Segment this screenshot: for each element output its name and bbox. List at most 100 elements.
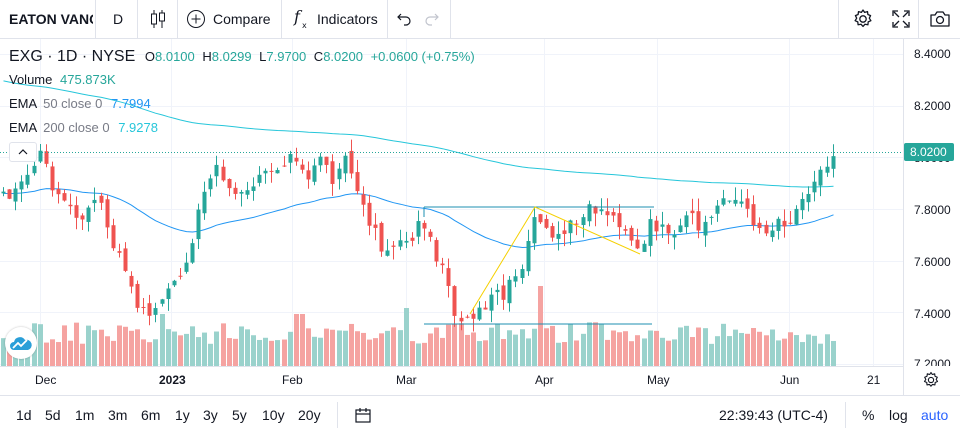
candle-body bbox=[788, 222, 793, 224]
volume-bar bbox=[318, 337, 323, 366]
volume-legend[interactable]: Volume 475.873K bbox=[9, 72, 116, 87]
candle-body bbox=[166, 288, 171, 299]
chart-area[interactable]: 8.4000 8.2000 8.0000 7.8000 7.6000 7.400… bbox=[0, 39, 960, 395]
ema200-legend[interactable]: EMA 200 close 0 7.9278 bbox=[9, 120, 158, 135]
range-5d[interactable]: 5d bbox=[45, 407, 61, 423]
volume-label: Volume bbox=[9, 72, 53, 87]
indicators-button[interactable]: f x Indicators bbox=[293, 0, 378, 38]
candle-body bbox=[751, 204, 756, 226]
volume-bar bbox=[117, 325, 122, 366]
price-axis[interactable]: 8.4000 8.2000 8.0000 7.8000 7.6000 7.400… bbox=[904, 39, 960, 366]
legend-collapse-button[interactable] bbox=[9, 142, 37, 162]
range-1m[interactable]: 1m bbox=[75, 407, 95, 423]
candle-body bbox=[806, 193, 811, 203]
volume-bar bbox=[275, 340, 280, 366]
volume-bar bbox=[385, 330, 390, 366]
volume-bar bbox=[227, 338, 232, 366]
volume-bar bbox=[269, 340, 274, 366]
candle-body bbox=[782, 220, 787, 227]
interval-button[interactable]: D bbox=[113, 11, 124, 27]
candle-body bbox=[434, 240, 439, 262]
toolbar-divider bbox=[281, 0, 282, 38]
candle-body bbox=[147, 303, 152, 316]
candle-body bbox=[483, 307, 488, 310]
candle-body bbox=[623, 229, 628, 231]
redo-button[interactable] bbox=[424, 0, 440, 38]
candle-body bbox=[50, 166, 55, 191]
candle-body bbox=[568, 220, 573, 234]
volume-bar bbox=[202, 332, 207, 366]
volume-bar bbox=[62, 325, 67, 366]
auto-toggle[interactable]: auto bbox=[921, 407, 949, 423]
candle-body bbox=[410, 237, 415, 241]
volume-bar bbox=[105, 336, 110, 366]
ema50-legend[interactable]: EMA 50 close 0 7.7994 bbox=[9, 96, 151, 111]
candles-icon bbox=[151, 10, 165, 28]
tradingview-logo[interactable] bbox=[5, 327, 37, 359]
range-3m[interactable]: 3m bbox=[108, 407, 128, 423]
snapshot-button[interactable] bbox=[929, 0, 951, 38]
candle-body bbox=[74, 205, 79, 218]
candle-body bbox=[812, 181, 817, 193]
svg-text:x: x bbox=[302, 21, 307, 30]
volume-bar bbox=[599, 323, 604, 366]
range-1d[interactable]: 1d bbox=[16, 407, 32, 423]
undo-button[interactable] bbox=[396, 0, 412, 38]
volume-bar bbox=[446, 324, 451, 366]
range-3y[interactable]: 3y bbox=[203, 407, 218, 423]
range-20y[interactable]: 20y bbox=[298, 407, 321, 423]
fullscreen-icon bbox=[892, 10, 910, 28]
volume-bar bbox=[184, 333, 189, 366]
volume-bar bbox=[68, 340, 73, 366]
volume-bar bbox=[477, 341, 482, 366]
toolbar-divider bbox=[95, 0, 96, 38]
drawing-tools[interactable] bbox=[423, 206, 654, 325]
log-toggle[interactable]: log bbox=[889, 407, 908, 423]
volume-bar bbox=[147, 342, 152, 366]
range-10y[interactable]: 10y bbox=[262, 407, 285, 423]
volume-bar bbox=[489, 327, 494, 366]
price-chart[interactable] bbox=[0, 39, 960, 395]
volume-bar bbox=[288, 331, 293, 366]
volume-bar bbox=[111, 340, 116, 366]
settings-button[interactable] bbox=[852, 0, 874, 38]
candle-body bbox=[605, 211, 610, 216]
candle-body bbox=[416, 221, 421, 237]
axis-settings-button[interactable] bbox=[922, 371, 940, 394]
candle-body bbox=[757, 222, 762, 229]
candle-body bbox=[221, 166, 226, 181]
volume-bar bbox=[373, 338, 378, 366]
symbol-title[interactable]: EXG · 1D · NYSE bbox=[9, 48, 136, 65]
clock[interactable]: 22:39:43 (UTC-4) bbox=[719, 407, 828, 423]
candle-body bbox=[343, 155, 348, 174]
percent-toggle[interactable]: % bbox=[862, 407, 875, 423]
time-tick: Jun bbox=[780, 373, 800, 387]
candle-body bbox=[99, 195, 104, 203]
volume-bar bbox=[782, 338, 787, 366]
time-axis[interactable]: Dec 2023 Feb Mar Apr May Jun 21 bbox=[0, 367, 903, 395]
candle-body bbox=[282, 165, 287, 167]
candle-body bbox=[275, 170, 280, 174]
candle-body bbox=[214, 164, 219, 177]
range-5y[interactable]: 5y bbox=[232, 407, 247, 423]
candle-body bbox=[129, 275, 134, 287]
toolbar-divider bbox=[918, 0, 919, 38]
time-tick: May bbox=[647, 373, 670, 387]
volume-bar bbox=[80, 343, 85, 366]
price-tick: 7.2000 bbox=[914, 357, 951, 366]
compare-button[interactable]: Compare bbox=[186, 0, 271, 38]
candle-body bbox=[294, 157, 299, 162]
volume-bar bbox=[709, 343, 714, 366]
candle-body bbox=[123, 248, 128, 271]
goto-date-button[interactable] bbox=[354, 406, 372, 429]
chart-type-button[interactable] bbox=[149, 0, 167, 38]
range-1y[interactable]: 1y bbox=[175, 407, 190, 423]
volume-bar bbox=[764, 335, 769, 366]
volume-bar bbox=[343, 330, 348, 366]
range-6m[interactable]: 6m bbox=[141, 407, 161, 423]
candle-body bbox=[153, 308, 158, 315]
drawing-pattern-lines[interactable] bbox=[469, 206, 641, 315]
fullscreen-button[interactable] bbox=[892, 0, 910, 38]
symbol-search[interactable]: EATON VANC bbox=[9, 11, 93, 27]
candle-body bbox=[330, 161, 335, 184]
